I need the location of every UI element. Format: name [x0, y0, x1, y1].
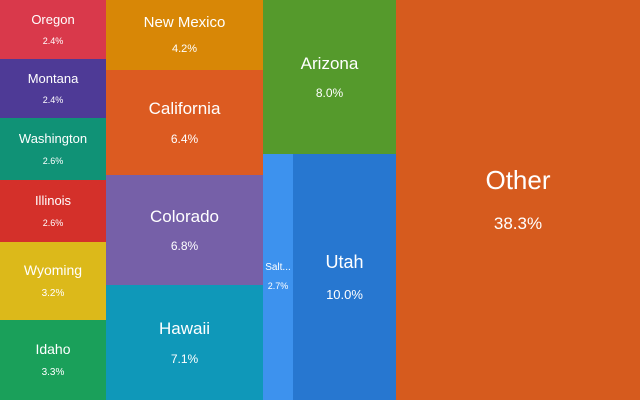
tile-name-label: Montana — [27, 70, 79, 86]
tile-percent-label: 10.0% — [326, 286, 363, 302]
treemap-tile-wyoming: Wyoming 3.2% — [0, 242, 106, 320]
treemap-tile-hawaii: Hawaii 7.1% — [106, 285, 263, 400]
tile-percent-label: 2.7% — [267, 281, 289, 292]
tile-name-label: Arizona — [300, 53, 359, 73]
tile-percent-label: 8.0% — [315, 86, 344, 100]
treemap-tile-washington: Washington 2.6% — [0, 118, 106, 180]
tile-percent-label: 4.2% — [171, 42, 198, 55]
treemap-tile-utah: Utah 10.0% — [293, 154, 396, 400]
tile-name-label: Utah — [325, 251, 364, 272]
tile-name-label: Idaho — [35, 340, 71, 357]
treemap-tile-salt: Salt... 2.7% — [263, 154, 293, 400]
treemap-tile-colorado: Colorado 6.8% — [106, 175, 263, 285]
treemap-tile-illinois: Illinois 2.6% — [0, 180, 106, 242]
tile-percent-label: 3.2% — [41, 288, 65, 300]
tile-name-label: California — [148, 99, 221, 119]
treemap-tile-new-mexico: New Mexico 4.2% — [106, 0, 263, 70]
treemap-tile-idaho: Idaho 3.3% — [0, 320, 106, 400]
treemap-tile-california: California 6.4% — [106, 70, 263, 175]
tile-percent-label: 6.4% — [170, 131, 199, 146]
tile-percent-label: 2.4% — [42, 95, 64, 106]
tile-name-label: Oregon — [31, 11, 75, 27]
tile-name-label: Washington — [18, 131, 88, 147]
tile-percent-label: 6.8% — [170, 239, 199, 253]
tile-name-label: Other — [485, 165, 551, 196]
tile-percent-label: 3.3% — [41, 367, 65, 379]
treemap-tile-arizona: Arizona 8.0% — [263, 0, 396, 154]
tile-percent-label: 38.3% — [493, 214, 543, 234]
tile-percent-label: 7.1% — [170, 351, 199, 366]
tile-percent-label: 2.4% — [42, 36, 64, 47]
tile-name-label: Wyoming — [23, 261, 83, 278]
tile-name-label: Colorado — [150, 206, 219, 226]
tile-name-label: New Mexico — [143, 13, 226, 31]
treemap-tile-oregon: Oregon 2.4% — [0, 0, 106, 59]
tile-name-label: Salt... — [265, 262, 291, 274]
treemap-tile-other: Other 38.3% — [396, 0, 640, 400]
tile-percent-label: 2.6% — [42, 155, 64, 166]
tile-name-label: Illinois — [34, 193, 72, 209]
treemap-tile-montana: Montana 2.4% — [0, 59, 106, 118]
tile-percent-label: 2.6% — [42, 217, 64, 228]
tile-name-label: Hawaii — [158, 319, 211, 339]
